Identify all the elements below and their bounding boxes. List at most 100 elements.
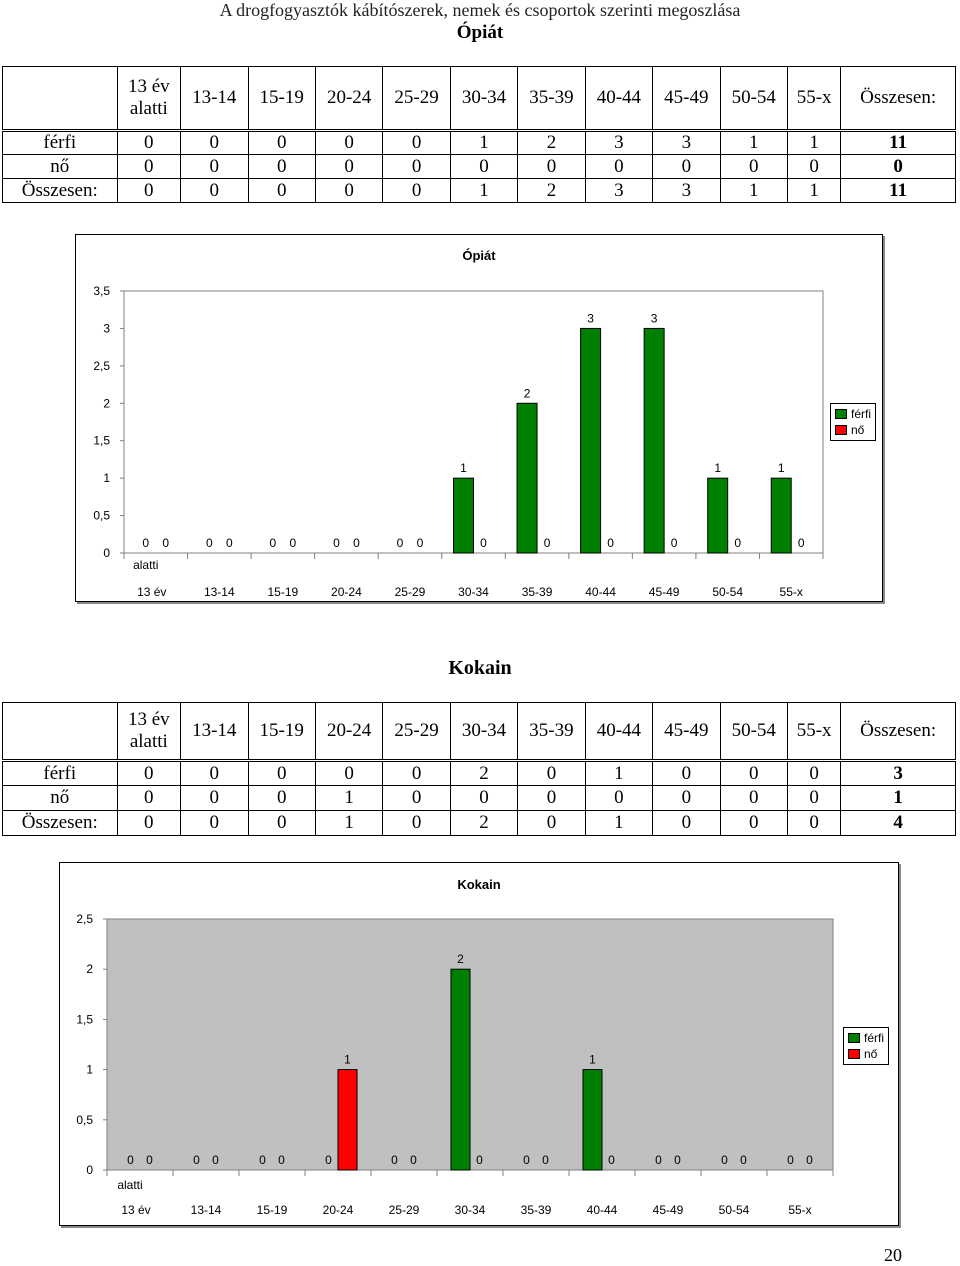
kokain-table-cell: 0 [180, 760, 249, 786]
kokain-table-column-header: 45-49 [652, 702, 721, 762]
opiat-table-row-label: Összesen: [2, 178, 118, 203]
opiat-table-column-header: 20-24 [314, 66, 384, 132]
kokain-y-tick-label: 2,5 [76, 912, 93, 926]
kokain-table-cell: 0 [517, 785, 586, 811]
kokain-x-tick-label: 30-34 [455, 1203, 486, 1217]
opiat-x-tick-label: alatti [133, 558, 158, 572]
kokain-y-tick-label: 0 [86, 1163, 93, 1177]
kokain-data-label: 0 [410, 1153, 417, 1167]
kokain-table-cell: 0 [180, 810, 249, 836]
opiat-bar-ferfi [516, 402, 538, 554]
opiat-table-cell: 0 [180, 154, 249, 179]
opiat-data-label: 0 [270, 536, 277, 550]
kokain-table-row: férfi 0 0 0 0 0 2 0 1 0 0 0 3 [2, 760, 956, 786]
opiat-y-tick-label: 0 [103, 546, 110, 560]
opiat-table-column-header: 55-x [786, 66, 842, 132]
opiat-table-column-header: Összesen: [840, 66, 956, 132]
opiat-y-tick-label: 3,5 [93, 284, 110, 298]
kokain-data-label: 0 [542, 1153, 549, 1167]
opiat-table-cell: 3 [652, 178, 721, 203]
opiat-table-cell: 0 [247, 130, 316, 155]
kokain-x-tick-label: alatti [117, 1178, 142, 1192]
kokain-legend-item: nő [848, 1046, 884, 1062]
kokain-legend-item: férfi [848, 1030, 884, 1046]
kokain-data-label: 0 [787, 1153, 794, 1167]
opiat-table-cell: 0 [116, 130, 182, 155]
kokain-x-tick-label: 45-49 [653, 1203, 684, 1217]
kokain-table-row-label: nő [2, 785, 118, 811]
kokain-table-cell: 1 [314, 810, 384, 836]
opiat-table-cell: 3 [652, 130, 721, 155]
opiat-data-label: 1 [778, 461, 785, 475]
kokain-data-label: 0 [608, 1153, 615, 1167]
opiat-data-label: 0 [290, 536, 297, 550]
kokain-table-cell: 0 [517, 760, 586, 786]
opiat-y-tick-label: 1,5 [93, 434, 110, 448]
opiat-data-label: 3 [587, 311, 594, 325]
opiat-table-cell: 0 [314, 178, 384, 203]
opiat-bar-ferfi [707, 477, 729, 554]
kokain-data-label: 0 [674, 1153, 681, 1167]
kokain-table-cell: 0 [382, 810, 451, 836]
opiat-x-tick-label: 25-29 [395, 585, 426, 599]
opiat-table-header-row: 13 év alatti 13-14 15-19 20-24 25-29 30-34 35-3… [2, 66, 956, 132]
opiat-table-row: férfi 0 0 0 0 0 1 2 3 3 1 1 11 [2, 130, 956, 155]
kokain-table-cell: 0 [786, 760, 842, 786]
opiat-data-label: 1 [460, 461, 467, 475]
kokain-table-row-label: férfi [2, 760, 118, 786]
opiat-x-tick-label: 40-44 [585, 585, 616, 599]
opiat-data-label: 0 [798, 536, 805, 550]
opiat-data-label: 3 [651, 311, 658, 325]
opiat-data-label: 0 [397, 536, 404, 550]
opiat-data-label: 0 [734, 536, 741, 550]
kokain-bar-ferfi [582, 1069, 603, 1171]
opiat-table-cell: 0 [584, 154, 654, 179]
kokain-table-cell: 0 [719, 810, 789, 836]
kokain-table-column-header-line: alatti [129, 731, 168, 752]
kokain-x-tick-label: 13-14 [191, 1203, 222, 1217]
kokain-table-column-header: 15-19 [247, 702, 316, 762]
kokain-table-cell: 1 [584, 810, 654, 836]
opiat-table-cell: 0 [247, 178, 316, 203]
kokain-data-label: 0 [523, 1153, 530, 1167]
opiat-table-cell: 0 [652, 154, 721, 179]
opiat-x-tick-label: 30-34 [458, 585, 489, 599]
kokain-table-cell: 0 [116, 785, 182, 811]
opiat-data-label: 0 [142, 536, 149, 550]
kokain-data-label: 0 [740, 1153, 747, 1167]
kokain-table-corner-cell [2, 702, 118, 762]
opiat-table-cell: 0 [247, 154, 316, 179]
kokain-data-label: 0 [193, 1153, 200, 1167]
kokain-table-header-row: 13 év alatti 13-14 15-19 20-24 25-29 30-34 35-3… [2, 702, 956, 762]
opiat-table-cell: 1 [449, 130, 519, 155]
kokain-data-label: 0 [278, 1153, 285, 1167]
kokain-table-cell: 0 [719, 760, 789, 786]
kokain-table-column-header: 30-34 [449, 702, 519, 762]
kokain-data-label: 2 [457, 952, 464, 966]
kokain-table-cell: 1 [584, 760, 654, 786]
opiat-table-column-header: 45-49 [652, 66, 721, 132]
opiat-table-row-label: férfi [2, 130, 118, 155]
page-number: 20 [884, 1245, 902, 1265]
opiat-x-tick-label: 13-14 [204, 585, 235, 599]
opiat-table-cell: 0 [382, 154, 451, 179]
kokain-table-column-header: 40-44 [584, 702, 654, 762]
opiat-table: 13 év alatti 13-14 15-19 20-24 25-29 30-34 35-3… [2, 66, 956, 203]
opiat-table-column-header: 50-54 [719, 66, 789, 132]
kokain-data-label: 0 [806, 1153, 813, 1167]
opiat-table-cell: 0 [786, 154, 842, 179]
opiat-table-column-header: 30-34 [449, 66, 519, 132]
kokain-legend-swatch [848, 1049, 860, 1059]
kokain-table-row: nő 0 0 0 1 0 0 0 0 0 0 0 1 [2, 785, 956, 811]
opiat-y-tick-label: 0,5 [93, 509, 110, 523]
opiat-data-label: 0 [480, 536, 487, 550]
kokain-table-cell: 0 [652, 760, 721, 786]
opiat-y-tick-label: 2,5 [93, 359, 110, 373]
kokain-table-cell: 0 [449, 785, 519, 811]
opiat-table-cell: 0 [719, 154, 789, 179]
kokain-legend-swatch [848, 1033, 860, 1043]
kokain-data-label: 0 [259, 1153, 266, 1167]
opiat-data-label: 0 [353, 536, 360, 550]
opiat-bar-ferfi [453, 477, 474, 554]
opiat-x-tick-label: 20-24 [331, 585, 362, 599]
